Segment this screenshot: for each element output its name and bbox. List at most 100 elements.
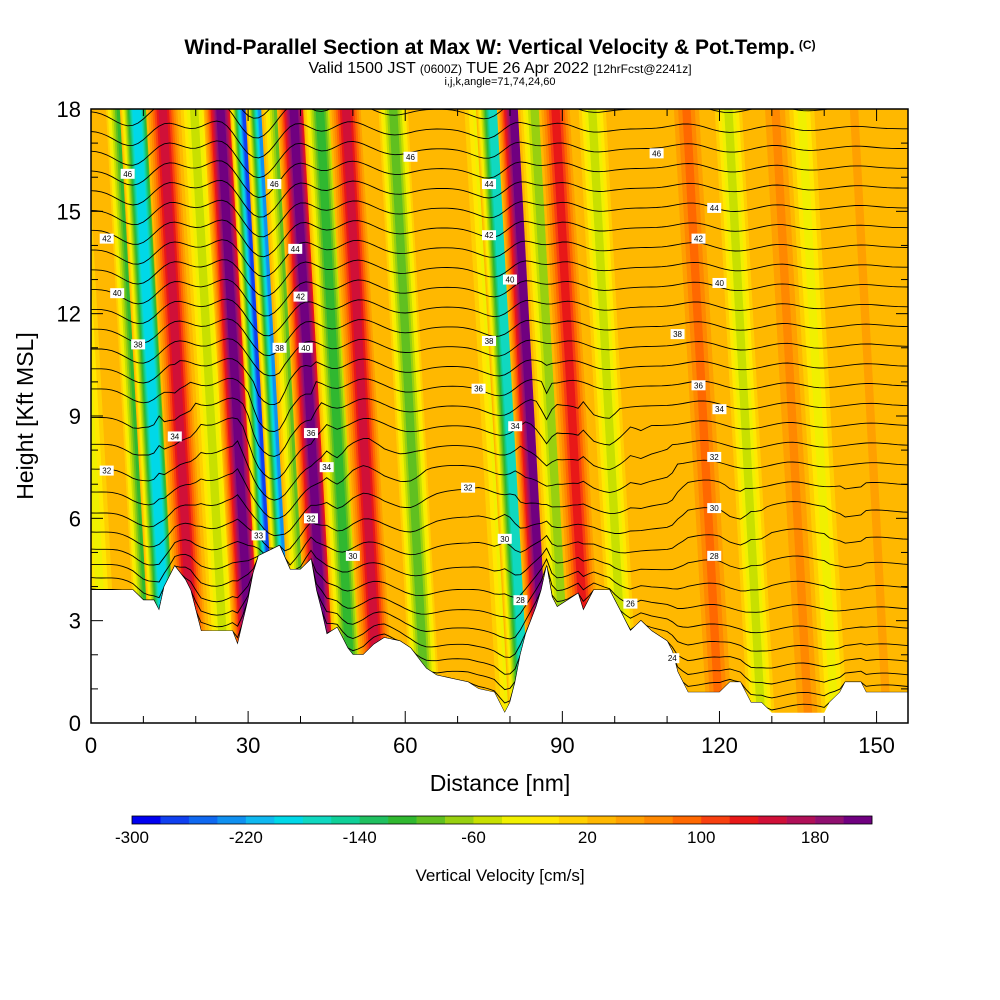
contour-label-text: 40: [301, 344, 310, 353]
x-tick-label: 120: [701, 733, 738, 758]
y-axis-title: Height [Kft MSL]: [12, 332, 38, 499]
colorbar-swatch: [160, 816, 190, 824]
contour-label: 34: [167, 431, 182, 442]
contour-label-text: 32: [464, 484, 473, 493]
contour-label: 34: [508, 421, 523, 432]
contour-label-box: [461, 482, 476, 493]
colorbar-swatch: [217, 816, 247, 824]
isentrope: [91, 528, 908, 566]
y-tick-label: 15: [57, 199, 81, 224]
contour-label-box: [303, 428, 318, 439]
isentrope: [91, 397, 908, 457]
y-tick-label: 6: [69, 506, 81, 531]
contour-label-text: 42: [296, 293, 305, 302]
valid-utc: (0600Z): [419, 62, 462, 76]
isentrope: [91, 544, 908, 640]
contour-label-box: [482, 335, 497, 346]
contour-label: 42: [691, 233, 706, 244]
contour-label-box: [707, 202, 722, 213]
contour-label-text: 36: [694, 381, 703, 390]
plot-area: [91, 109, 908, 723]
contour-label-box: [99, 233, 114, 244]
colorbar-tick-label: 20: [578, 828, 597, 847]
y-tick-label: 18: [57, 97, 81, 122]
contour-label-text: 32: [307, 514, 316, 523]
isentrope: [91, 278, 908, 317]
x-tick-label: 90: [550, 733, 574, 758]
colorbar-swatch: [473, 816, 503, 824]
contour-label-text: 28: [516, 596, 525, 605]
contour-label-box: [288, 243, 303, 254]
isentrope: [91, 544, 908, 599]
contour-label: 44: [288, 243, 303, 254]
contour-label: 42: [482, 230, 497, 241]
contour-label-text: 28: [710, 552, 719, 561]
contour-label-box: [403, 151, 418, 162]
contour-label-box: [670, 329, 685, 340]
isentrope: [91, 479, 908, 537]
contour-label: 40: [712, 277, 727, 288]
x-tick-label: 60: [393, 733, 417, 758]
velocity-band: [771, 109, 813, 723]
velocity-band: [849, 109, 892, 723]
contour-label-text: 24: [668, 654, 677, 663]
isentrope: [91, 259, 908, 297]
contour-label-box: [482, 179, 497, 190]
velocity-band: [289, 109, 331, 723]
colorbar-swatch: [274, 816, 304, 824]
colorbar-tick-label: -60: [461, 828, 486, 847]
velocity-band: [488, 109, 530, 723]
valid-time: Valid 1500 JST: [308, 60, 416, 77]
colorbar-swatch: [758, 816, 787, 824]
isentrope: [91, 338, 908, 377]
contour-label: 33: [251, 530, 266, 541]
colorbar-swatch: [416, 816, 446, 824]
isentrope: [91, 437, 908, 501]
contour-label-box: [319, 462, 334, 473]
velocity-band: [724, 109, 766, 723]
contour-label-text: 40: [715, 279, 724, 288]
contour-label-box: [649, 148, 664, 159]
isentrope: [91, 239, 908, 278]
contour-label-box: [267, 179, 282, 190]
contour-label: 24: [665, 653, 680, 664]
terrain-mask: [91, 545, 908, 723]
contour-label-text: 42: [102, 235, 111, 244]
contour-label: 42: [99, 233, 114, 244]
colorbar-swatch: [245, 816, 275, 824]
isentrope: [91, 109, 908, 139]
contour-label-box: [691, 233, 706, 244]
contour-label-text: 30: [710, 504, 719, 513]
forecast-info: [12hrFcst@2241z]: [593, 62, 692, 76]
isentrope: [91, 544, 908, 583]
isentrope: [91, 318, 908, 357]
colorbar-swatch: [132, 816, 161, 824]
contour-label-box: [345, 550, 360, 561]
chart-subtitle: Valid 1500 JST (0600Z) TUE 26 Apr 2022 […: [0, 60, 1000, 78]
contour-label-box: [508, 421, 523, 432]
contour-label-box: [623, 598, 638, 609]
contour-label-box: [691, 380, 706, 391]
contour-label: 46: [267, 179, 282, 190]
contour-label-box: [513, 595, 528, 606]
x-axis: 0 30 60 90 120 150: [85, 109, 895, 758]
contour-label: 26: [623, 598, 638, 609]
colorbar-swatch: [445, 816, 474, 824]
contour-label: 46: [120, 168, 135, 179]
contour-label-box: [99, 465, 114, 476]
contour-label-box: [497, 533, 512, 544]
colorbar-swatch: [188, 816, 218, 824]
contour-label-text: 46: [270, 180, 279, 189]
velocity-band: [216, 109, 258, 723]
contour-label-box: [298, 342, 313, 353]
colorbar-swatch: [359, 816, 389, 824]
colorbar-swatch: [331, 816, 360, 824]
contour-label-box: [272, 342, 287, 353]
valid-date: TUE 26 Apr 2022: [466, 60, 589, 77]
contour-label: 40: [110, 288, 125, 299]
contour-label-box: [293, 291, 308, 302]
velocity-band: [341, 109, 384, 723]
contour-label-text: 38: [275, 344, 284, 353]
contour-label-text: 30: [500, 535, 509, 544]
contour-label: 42: [293, 291, 308, 302]
